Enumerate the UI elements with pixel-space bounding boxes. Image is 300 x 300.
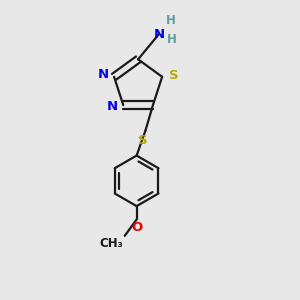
Text: CH₃: CH₃	[100, 237, 123, 250]
Text: N: N	[107, 100, 118, 113]
Text: N: N	[153, 28, 164, 40]
Text: S: S	[138, 134, 147, 147]
Text: N: N	[98, 68, 109, 81]
Text: H: H	[166, 14, 175, 27]
Text: O: O	[131, 221, 142, 234]
Text: S: S	[169, 69, 178, 82]
Text: H: H	[167, 34, 177, 46]
